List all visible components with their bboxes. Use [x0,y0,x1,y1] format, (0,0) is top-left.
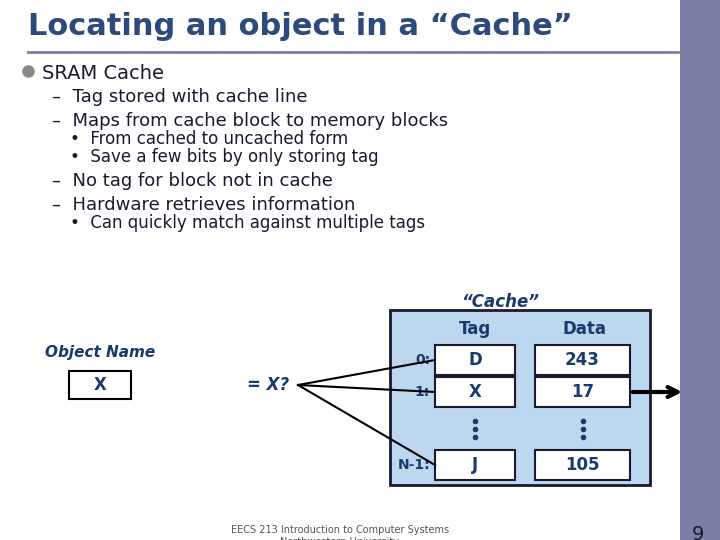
Bar [435,345,515,375]
Text: J: J [472,456,478,474]
Text: X: X [469,383,482,401]
Text: SRAM Cache: SRAM Cache [42,64,164,83]
Text: X: X [94,376,107,394]
Bar [390,310,650,485]
Text: 0:: 0: [415,353,430,367]
Bar [535,345,630,375]
Text: –  Tag stored with cache line: – Tag stored with cache line [52,88,307,106]
Text: Tag: Tag [459,320,491,338]
Bar [535,377,630,407]
Text: •  From cached to uncached form: • From cached to uncached form [70,130,348,148]
Text: Data: Data [563,320,607,338]
Text: 243: 243 [565,351,600,369]
Bar [69,371,131,399]
Text: –  No tag for block not in cache: – No tag for block not in cache [52,172,333,190]
Text: N-1:: N-1: [397,458,430,472]
Text: “Cache”: “Cache” [461,293,539,311]
Text: Object Name: Object Name [45,345,155,360]
Text: Locating an object in a “Cache”: Locating an object in a “Cache” [28,12,572,41]
Bar [680,0,720,540]
Text: –  Maps from cache block to memory blocks: – Maps from cache block to memory blocks [52,112,448,130]
Text: •  Can quickly match against multiple tags: • Can quickly match against multiple tag… [70,214,425,232]
Bar [435,377,515,407]
Text: 17: 17 [571,383,594,401]
Text: 9: 9 [692,525,704,540]
Text: 105: 105 [565,456,600,474]
Bar [535,450,630,480]
Text: = X?: = X? [247,376,289,394]
Text: EECS 213 Introduction to Computer Systems
Northwestern University: EECS 213 Introduction to Computer System… [231,525,449,540]
Text: 1:: 1: [415,385,430,399]
Text: –  Hardware retrieves information: – Hardware retrieves information [52,196,356,214]
Bar [435,450,515,480]
Text: •  Save a few bits by only storing tag: • Save a few bits by only storing tag [70,148,379,166]
Text: D: D [468,351,482,369]
